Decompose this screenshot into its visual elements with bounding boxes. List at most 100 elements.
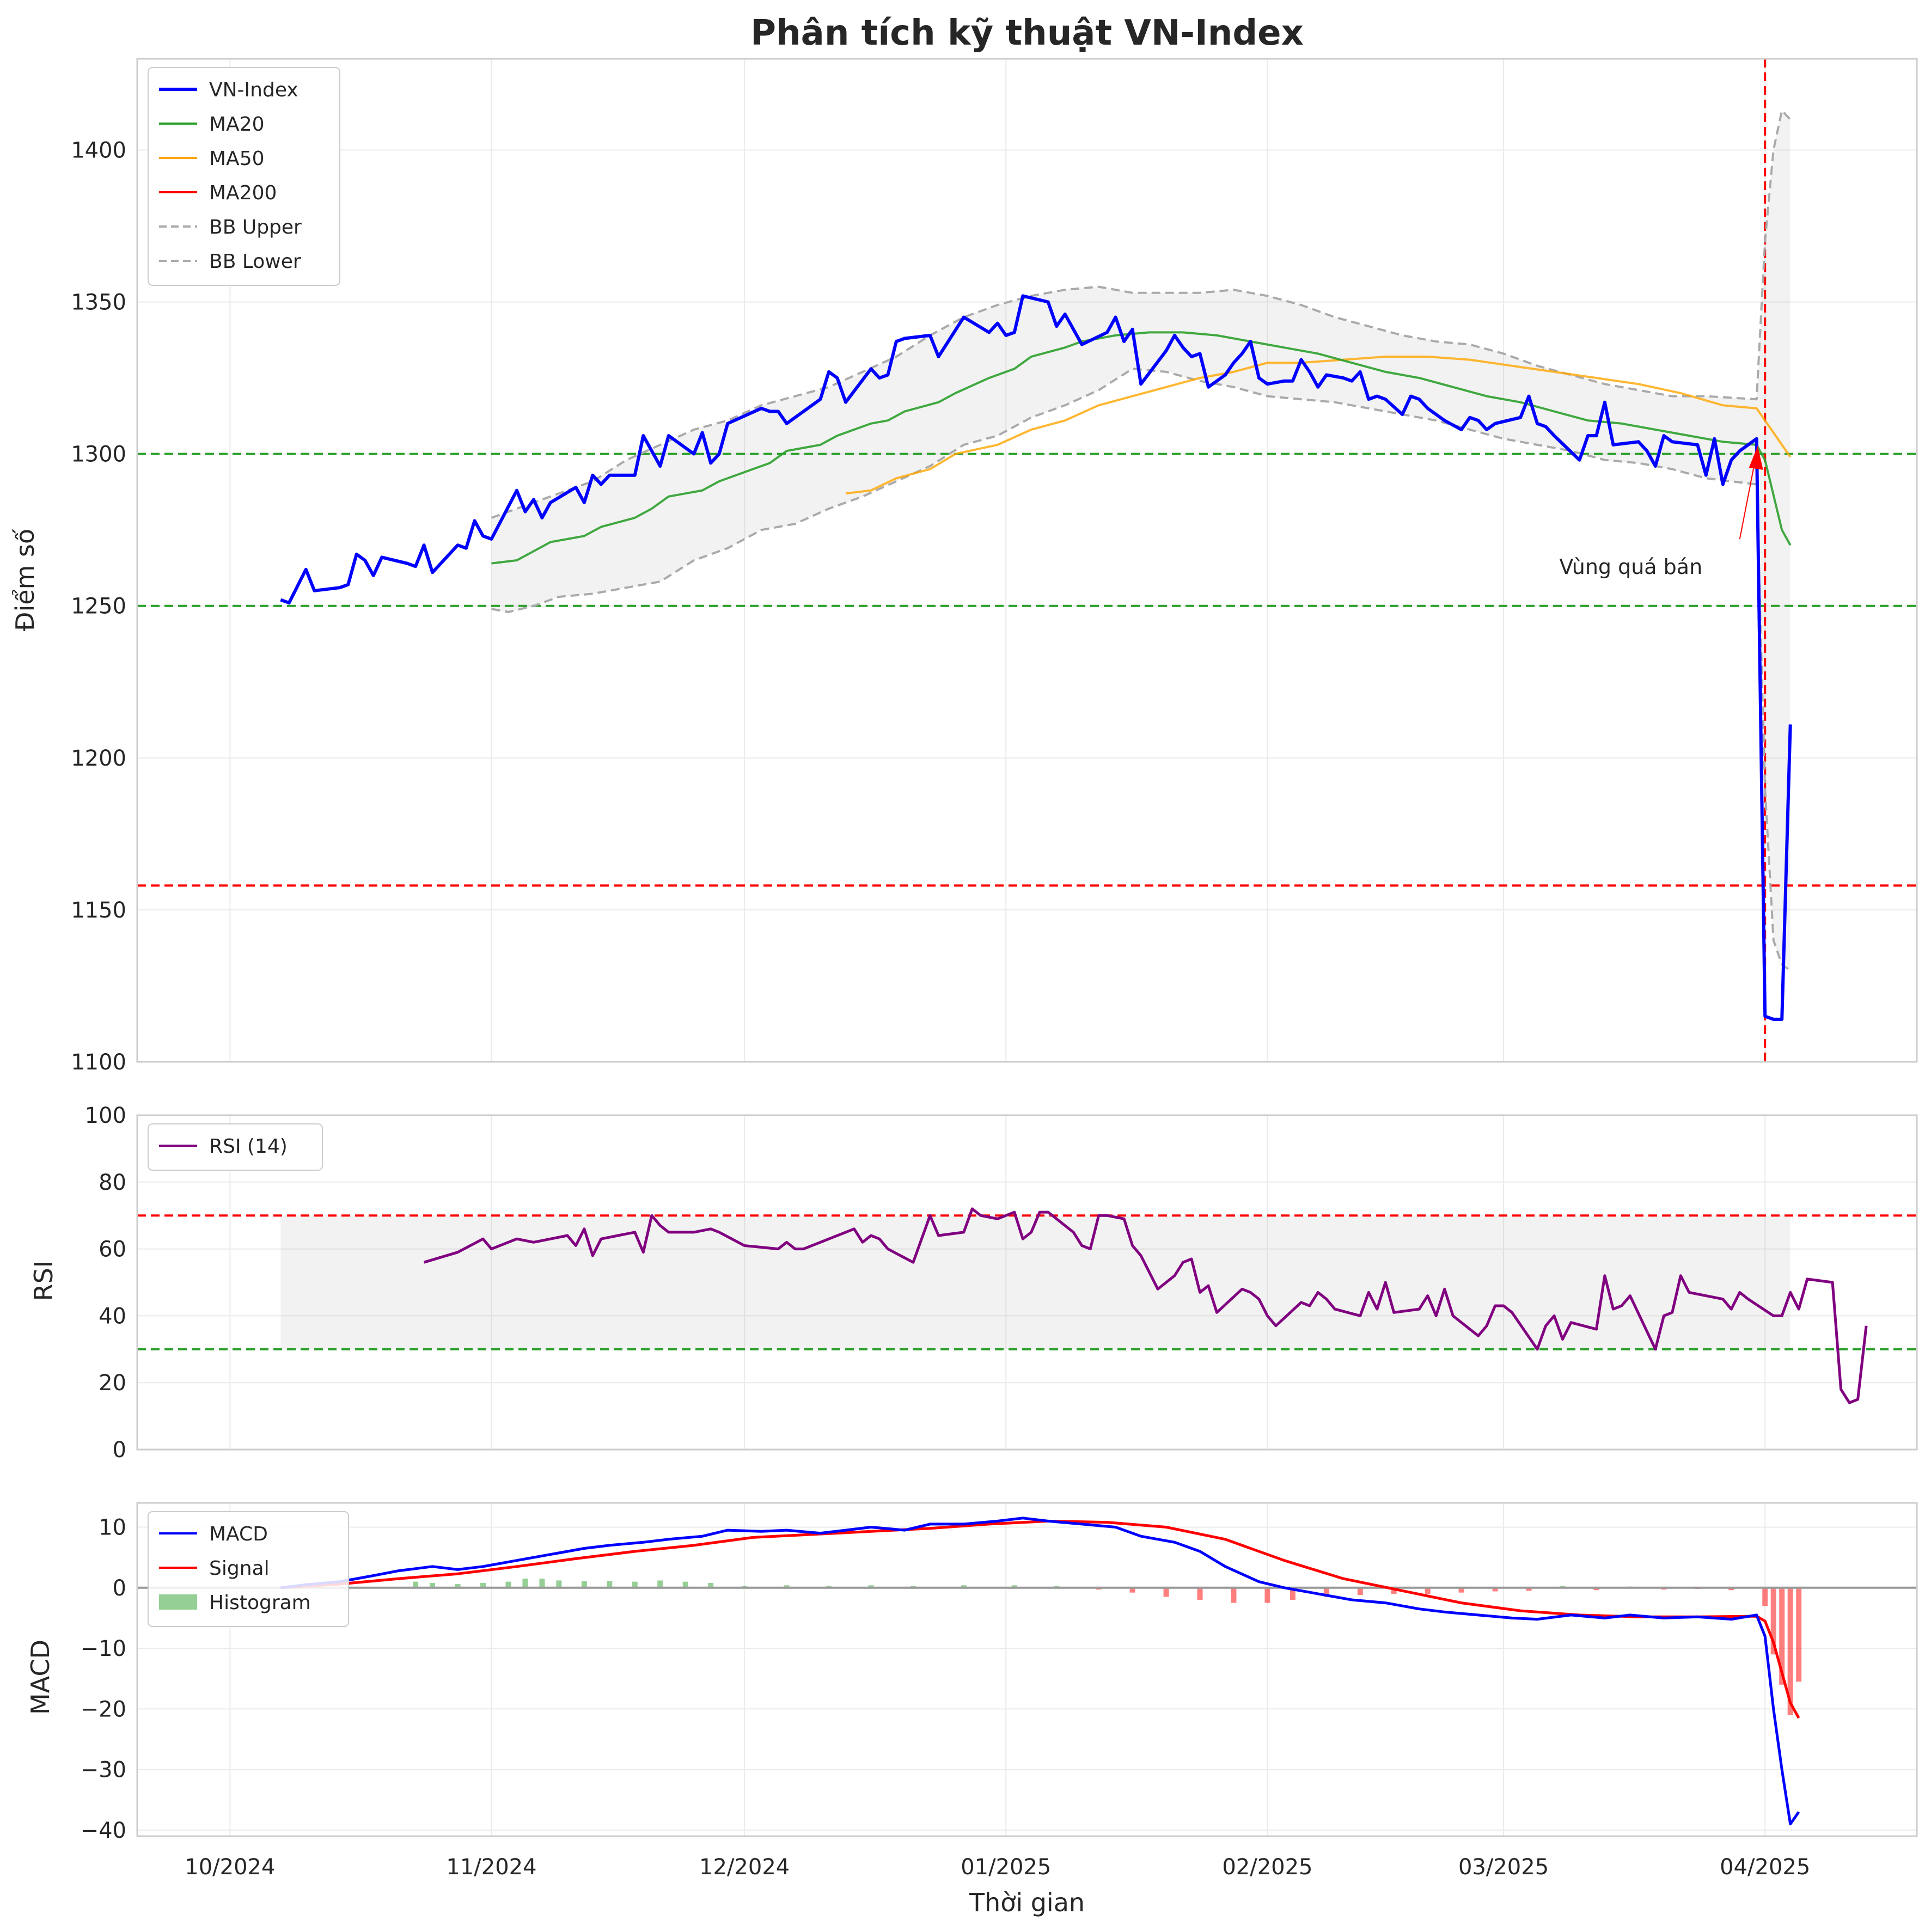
y-tick-label: 0 xyxy=(113,1438,126,1463)
legend-label: MA200 xyxy=(209,182,277,204)
series-line-bb-upper xyxy=(491,109,1792,519)
x-axis-ticks: 10/2024 11/2024 12/2024 01/2025 02/2025 03/20… xyxy=(185,1855,1810,1880)
histogram-bar xyxy=(1762,1587,1768,1606)
y-tick-label: 1200 xyxy=(71,746,126,771)
x-tick-label: 04/2025 xyxy=(1720,1855,1810,1880)
histogram-bar xyxy=(784,1585,790,1588)
histogram-bar xyxy=(1425,1587,1431,1594)
legend-label: MACD xyxy=(209,1523,268,1545)
histogram-bar xyxy=(1290,1587,1296,1600)
histogram-bar xyxy=(607,1581,613,1588)
histogram-bar xyxy=(522,1579,528,1588)
legend-label: BB Upper xyxy=(209,216,302,239)
panel-border xyxy=(136,1114,1918,1451)
y-tick-label: 1350 xyxy=(71,290,126,315)
legend-swatch xyxy=(159,1594,197,1610)
annotation-text: Vùng quá bán xyxy=(1559,555,1702,579)
histogram-bar xyxy=(1593,1587,1599,1591)
y-tick-label: 1400 xyxy=(71,138,126,163)
histogram-bar xyxy=(1197,1587,1203,1600)
y-tick-label: −30 xyxy=(81,1758,126,1783)
price-legend: VN-Index MA20 MA50 MA200 BB Upper BB Lower xyxy=(148,67,340,286)
legend-label: MA50 xyxy=(209,148,265,170)
x-tick-label: 01/2025 xyxy=(961,1855,1051,1880)
histogram-bar xyxy=(1264,1587,1270,1603)
histogram-bar xyxy=(1770,1587,1776,1655)
x-tick-label: 03/2025 xyxy=(1458,1855,1549,1880)
rsi-neutral-band xyxy=(280,1215,1791,1349)
histogram-bar xyxy=(1787,1587,1793,1715)
y-tick-label: 1300 xyxy=(71,442,126,467)
rsi-panel: 0 20 40 60 80 100 xyxy=(85,1103,1918,1463)
legend-box xyxy=(148,67,340,286)
legend-label: BB Lower xyxy=(209,250,301,273)
histogram-bar xyxy=(1796,1587,1802,1682)
histogram-bar xyxy=(1231,1587,1237,1603)
y-tick-label: 20 xyxy=(99,1371,126,1396)
series-line-vnindex xyxy=(280,294,1792,1021)
y-tick-label: −40 xyxy=(81,1818,126,1843)
histogram-bar xyxy=(1391,1587,1397,1594)
legend-label: Histogram xyxy=(209,1592,311,1614)
histogram-bar xyxy=(1779,1587,1785,1685)
legend-box xyxy=(148,1123,323,1171)
legend-label: VN-Index xyxy=(209,79,298,101)
y-tick-label: 100 xyxy=(85,1103,126,1128)
histogram-bar xyxy=(682,1581,688,1588)
histogram-bar xyxy=(1129,1587,1135,1593)
histogram-bar xyxy=(868,1585,874,1588)
oversold-annotation: Vùng quá bán xyxy=(1559,445,1763,579)
histogram-bar xyxy=(556,1580,562,1588)
histogram-bar xyxy=(1323,1587,1329,1597)
panel-border xyxy=(136,1502,1918,1837)
series-line-bb-lower xyxy=(491,368,1791,972)
y-tick-label: 40 xyxy=(99,1304,126,1329)
x-tick-label: 02/2025 xyxy=(1222,1855,1312,1880)
histogram-bar xyxy=(1163,1587,1169,1597)
y-tick-label: 80 xyxy=(99,1170,126,1195)
x-axis-label: Thời gian xyxy=(969,1888,1085,1917)
panel-border xyxy=(136,58,1918,1063)
series-line-ma20 xyxy=(491,331,1792,565)
legend-box xyxy=(148,1511,349,1627)
histogram-bar xyxy=(455,1584,461,1588)
x-tick-label: 10/2024 xyxy=(185,1855,275,1880)
histogram-bar xyxy=(480,1582,486,1588)
y-tick-label: 1250 xyxy=(71,594,126,619)
rsi-y-axis-label: RSI xyxy=(29,1261,58,1301)
histogram-bar xyxy=(1492,1587,1498,1592)
annotation-arrow-line xyxy=(1739,466,1755,540)
histogram-bar xyxy=(413,1581,419,1588)
x-tick-label: 12/2024 xyxy=(699,1855,790,1880)
price-panel: 1100 1150 1200 1250 1300 1350 1400 xyxy=(71,58,1918,1075)
histogram-bar xyxy=(505,1581,511,1588)
histogram-bar xyxy=(1357,1587,1363,1595)
legend-label: RSI (14) xyxy=(209,1135,288,1158)
histogram-bar xyxy=(1526,1587,1532,1591)
y-tick-label: −10 xyxy=(81,1636,126,1661)
rsi-legend: RSI (14) xyxy=(148,1123,323,1171)
series-line-rsi xyxy=(423,1207,1868,1404)
histogram-bar xyxy=(1458,1587,1464,1593)
y-tick-label: 1150 xyxy=(71,898,126,923)
macd-y-axis-label: MACD xyxy=(26,1640,55,1715)
histogram-bar xyxy=(539,1579,545,1588)
y-tick-label: 10 xyxy=(99,1515,126,1540)
y-tick-label: 60 xyxy=(99,1237,126,1262)
x-tick-label: 11/2024 xyxy=(446,1855,536,1880)
histogram-bar xyxy=(657,1580,663,1588)
y-tick-label: 0 xyxy=(113,1576,126,1601)
macd-panel: −40 −30 −20 −10 0 10 xyxy=(81,1502,1918,1843)
histogram-bar xyxy=(961,1585,967,1588)
histogram-bar xyxy=(1728,1587,1734,1591)
y-tick-label: 1100 xyxy=(71,1050,126,1075)
y-tick-label: −20 xyxy=(81,1697,126,1722)
macd-legend: MACD Signal Histogram xyxy=(148,1511,349,1627)
histogram-bar xyxy=(430,1582,436,1588)
histogram-bar xyxy=(581,1581,587,1588)
annotation-arrow-head xyxy=(1749,445,1763,470)
series-line-macd xyxy=(280,1517,1800,1826)
legend-label: MA20 xyxy=(209,113,265,136)
histogram-bar xyxy=(632,1581,638,1588)
